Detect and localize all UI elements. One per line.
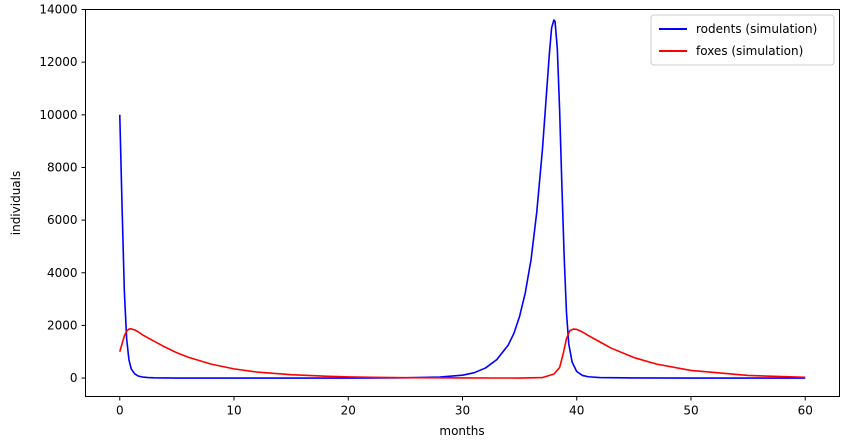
series-layer xyxy=(118,19,806,379)
y-tick-label: 12000 xyxy=(39,55,77,69)
y-tick-label: 2000 xyxy=(47,318,78,332)
x-tick-label: 0 xyxy=(116,404,124,418)
y-tick-label: 6000 xyxy=(47,213,78,227)
x-tick-label: 50 xyxy=(683,404,698,418)
series-line-0 xyxy=(118,19,806,379)
y-axis-label: individuals xyxy=(9,171,23,236)
y-tick-label: 10000 xyxy=(39,108,77,122)
x-axis-label: months xyxy=(439,424,484,438)
y-tick-label: 0 xyxy=(70,371,78,385)
series-line-1 xyxy=(119,328,806,379)
x-tick-label: 30 xyxy=(455,404,470,418)
x-tick-label: 40 xyxy=(569,404,584,418)
y-tick-label: 14000 xyxy=(39,3,77,17)
x-axis-ticks: 0 10 20 30 40 50 60 xyxy=(116,396,813,418)
x-tick-label: 20 xyxy=(341,404,356,418)
legend: rodents (simulation) foxes (simulation) xyxy=(650,14,835,66)
x-tick-label: 60 xyxy=(798,404,813,418)
y-tick-label: 4000 xyxy=(47,266,78,280)
y-tick-label: 8000 xyxy=(47,160,78,174)
x-tick-label: 10 xyxy=(226,404,241,418)
legend-label-foxes: foxes (simulation) xyxy=(696,44,803,58)
legend-box xyxy=(650,14,835,66)
y-axis-ticks: 0 2000 4000 6000 8000 10000 12000 14000 xyxy=(39,3,86,385)
legend-label-rodents: rodents (simulation) xyxy=(696,22,817,36)
